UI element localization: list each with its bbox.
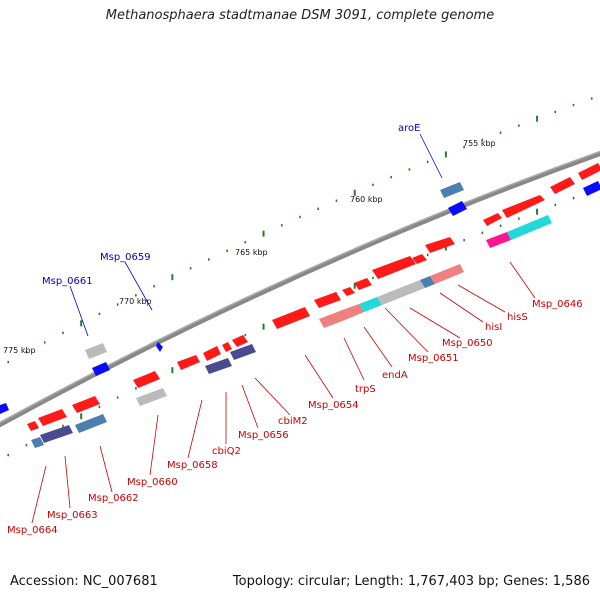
gene-steel-2[interactable] bbox=[75, 414, 107, 433]
gene-aroE-grey[interactable] bbox=[440, 182, 464, 198]
gene-aroE-blue[interactable] bbox=[448, 201, 467, 216]
gene-msp-0661-grey[interactable] bbox=[85, 343, 107, 359]
secondary-genes bbox=[31, 215, 552, 448]
gene-pale-1[interactable] bbox=[319, 309, 350, 328]
gene-cyan-2[interactable] bbox=[507, 215, 552, 240]
gene-label-hisS[interactable]: hisS bbox=[507, 312, 528, 323]
gene-steel-1[interactable] bbox=[420, 276, 435, 288]
gene-msp-0662-arrow[interactable] bbox=[72, 396, 100, 413]
gene-label-msp-0654[interactable]: Msp_0654 bbox=[308, 400, 359, 411]
gene-msp-0658-arrow[interactable] bbox=[203, 346, 221, 361]
gene-msp-0656-arrow[interactable] bbox=[232, 335, 248, 347]
gene-msp-0644-arrow[interactable] bbox=[578, 163, 600, 180]
gene-label-msp-0656[interactable]: Msp_0656 bbox=[238, 430, 289, 441]
gene-msp-0660-arrow[interactable] bbox=[133, 371, 160, 388]
gene-hisS-arrow[interactable] bbox=[502, 195, 545, 218]
gene-msp-0661-blue[interactable] bbox=[92, 362, 110, 376]
reverse-strand-genes bbox=[0, 181, 600, 414]
accession-text: Accession: NC_007681 bbox=[10, 574, 158, 589]
gene-slate-3[interactable] bbox=[40, 425, 73, 443]
gene-cbiM2-arrow[interactable] bbox=[272, 307, 310, 329]
gene-grey-2[interactable] bbox=[136, 388, 167, 406]
gene-label-trpS[interactable]: trpS bbox=[355, 384, 376, 395]
gene-label-msp-0646[interactable]: Msp_0646 bbox=[532, 299, 583, 310]
leader-lines bbox=[31, 133, 536, 524]
gene-label-msp-0659[interactable]: Msp_0659 bbox=[100, 252, 151, 263]
gene-label-msp-0663[interactable]: Msp_0663 bbox=[47, 510, 98, 521]
gene-slate-1[interactable] bbox=[230, 344, 256, 360]
gene-msp-0650-arrow[interactable] bbox=[372, 256, 416, 279]
gene-label-aroE[interactable]: aroE bbox=[398, 123, 420, 134]
gene-label-msp-0664[interactable]: Msp_0664 bbox=[7, 525, 58, 536]
forward-strand-genes bbox=[27, 163, 600, 431]
gene-label-endA[interactable]: endA bbox=[382, 370, 408, 381]
gene-trpS-arrow[interactable] bbox=[342, 287, 355, 296]
gene-msp-0645-arrow[interactable] bbox=[550, 177, 575, 194]
gene-steel-3[interactable] bbox=[31, 437, 44, 448]
gene-label-msp-0650[interactable]: Msp_0650 bbox=[442, 338, 493, 349]
gene-msp-0651-arrow[interactable] bbox=[412, 254, 427, 264]
gene-slate-2[interactable] bbox=[205, 358, 232, 374]
genome-summary-text: Topology: circular; Length: 1,767,403 bp… bbox=[232, 574, 590, 589]
gene-grey-1[interactable] bbox=[377, 280, 425, 305]
gene-label-hisI[interactable]: hisI bbox=[485, 322, 502, 333]
gene-label-cbiQ2[interactable]: cbiQ2 bbox=[212, 446, 241, 457]
tick-label-775: 775 kbp bbox=[3, 346, 36, 355]
gene-label-cbiM2[interactable]: cbiM2 bbox=[278, 416, 308, 427]
gene-label-msp-0658[interactable]: Msp_0658 bbox=[167, 460, 218, 471]
gene-msp-0659-blue[interactable] bbox=[156, 342, 163, 352]
gene-label-msp-0651[interactable]: Msp_0651 bbox=[408, 353, 459, 364]
gene-left-blue[interactable] bbox=[0, 403, 9, 414]
tick-label-760: 760 kbp bbox=[350, 195, 383, 204]
gene-cbiQ2-arrow[interactable] bbox=[222, 342, 232, 352]
gene-cyan-1[interactable] bbox=[359, 297, 382, 312]
gene-label-msp-0661[interactable]: Msp_0661 bbox=[42, 276, 93, 287]
gene-msp-0658b-arrow[interactable] bbox=[177, 355, 200, 370]
tick-label-755: 755 kbp bbox=[463, 139, 496, 148]
tick-label-770: 770 kbp bbox=[119, 297, 152, 306]
gene-endA-arrow[interactable] bbox=[354, 278, 372, 290]
gene-blue-right[interactable] bbox=[583, 181, 600, 196]
gene-msp-0663-arrow[interactable] bbox=[38, 409, 67, 426]
tick-label-765: 765 kbp bbox=[235, 248, 268, 257]
gene-msp-0664-arrow[interactable] bbox=[27, 421, 39, 431]
gene-hisI-arrow[interactable] bbox=[425, 237, 455, 253]
gene-msp-0654-arrow[interactable] bbox=[314, 292, 341, 308]
gene-label-msp-0662[interactable]: Msp_0662 bbox=[88, 493, 139, 504]
gene-label-msp-0660[interactable]: Msp_0660 bbox=[127, 477, 178, 488]
genome-backbone bbox=[0, 150, 600, 428]
gene-msp-0646-arrow[interactable] bbox=[483, 213, 502, 226]
gene-magenta-1[interactable] bbox=[486, 232, 511, 248]
gene-pale-2[interactable] bbox=[345, 304, 364, 318]
gene-pale-3[interactable] bbox=[430, 264, 464, 284]
map-title: Methanosphaera stadtmanae DSM 3091, comp… bbox=[105, 8, 495, 23]
